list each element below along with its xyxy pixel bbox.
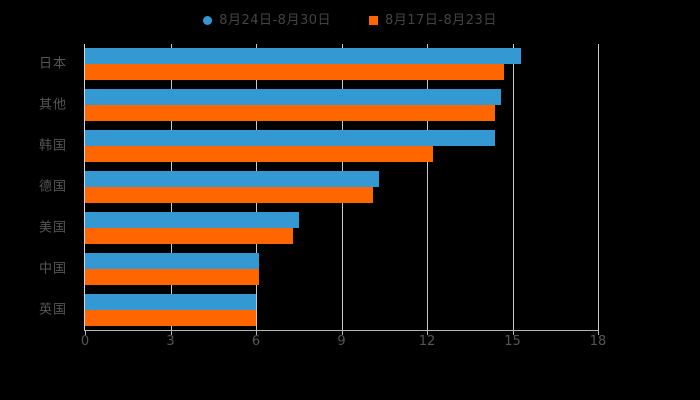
- x-axis-tick-mark: [427, 330, 428, 335]
- y-axis-tick-label: 其他: [38, 97, 67, 113]
- legend-item-series-1[interactable]: 8月17日-8月23日: [369, 14, 497, 27]
- bar[interactable]: [85, 293, 256, 310]
- x-axis-tick-label: 0: [80, 334, 90, 349]
- bar[interactable]: [85, 252, 259, 269]
- x-axis-labels: 0 3 6 9 12 15 18: [81, 334, 606, 355]
- y-axis-tick-label: 德国: [38, 179, 67, 195]
- x-axis-tick-label: 3: [166, 334, 175, 349]
- y-axis-tick-label: 韩国: [38, 138, 67, 154]
- x-axis-tick-mark: [170, 330, 172, 335]
- bar[interactable]: [85, 130, 496, 147]
- bar[interactable]: [85, 146, 433, 163]
- bar[interactable]: [85, 211, 299, 228]
- x-axis-tick-label: 18: [589, 334, 607, 349]
- bar[interactable]: [85, 105, 496, 122]
- bar[interactable]: [85, 171, 379, 187]
- bar[interactable]: [85, 64, 504, 81]
- x-axis-tick-mark: [85, 330, 86, 335]
- y-axis-labels: 日本其他韩国德国美国中国英国: [0, 44, 75, 330]
- legend-item-label: 8月17日-8月23日: [385, 12, 497, 28]
- x-axis-tick-label: 12: [418, 334, 436, 349]
- bar[interactable]: [85, 268, 259, 285]
- y-axis-tick-label: 美国: [38, 220, 67, 236]
- y-axis-line: [84, 44, 85, 330]
- y-axis-tick-label: 日本: [38, 56, 67, 72]
- square-marker-icon: [369, 15, 378, 25]
- x-axis-tick-label: 15: [504, 334, 521, 349]
- x-axis-tick-mark: [341, 330, 343, 335]
- x-axis-line: [84, 330, 598, 331]
- bar[interactable]: [85, 187, 373, 203]
- x-axis-tick-mark: [598, 330, 599, 335]
- bar[interactable]: [85, 309, 256, 326]
- bar[interactable]: [85, 48, 522, 65]
- x-axis-tick-mark: [256, 330, 257, 335]
- bar[interactable]: [85, 227, 294, 244]
- gridline: [512, 44, 514, 330]
- x-axis-tick-label: 9: [337, 334, 346, 349]
- legend-item-series-0[interactable]: 8月24日-8月30日: [203, 14, 331, 27]
- y-axis-tick-label: 英国: [38, 302, 67, 318]
- chart-legend: 8月24日-8月30日 8月17日-8月23日: [0, 8, 700, 32]
- gridline: [598, 44, 599, 330]
- x-axis-tick-mark: [512, 330, 514, 335]
- bar[interactable]: [85, 89, 502, 106]
- legend-item-label: 8月24日-8月30日: [219, 12, 331, 28]
- plot-area: [84, 44, 599, 335]
- x-axis-tick-label: 6: [251, 334, 261, 349]
- y-axis-tick-label: 中国: [38, 261, 67, 277]
- circle-marker-icon: [203, 15, 213, 25]
- gridline: [427, 44, 428, 330]
